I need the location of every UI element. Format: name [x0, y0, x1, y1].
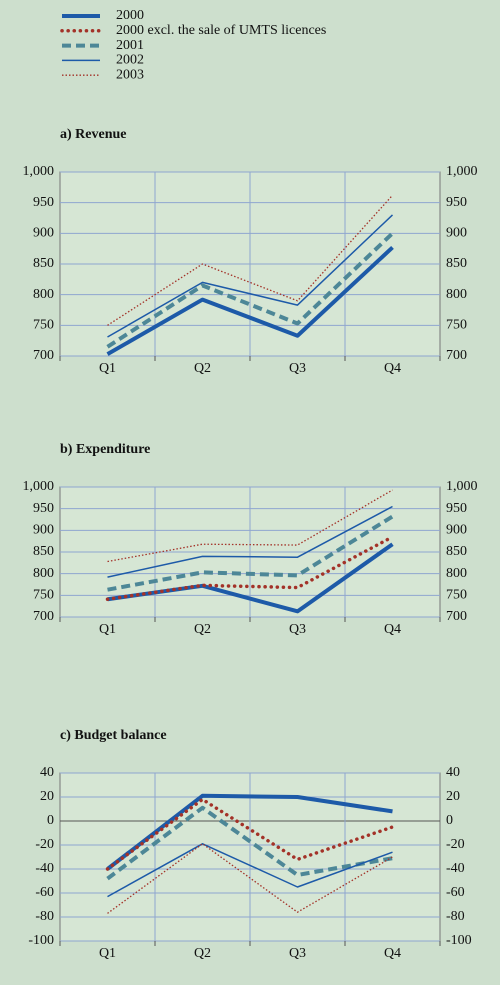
y-tick-label: -40 [35, 861, 54, 876]
y2-tick-label: 0 [446, 813, 453, 828]
x-tick-label: Q4 [384, 622, 401, 637]
y-tick-label: 950 [33, 195, 54, 210]
y-tick-label: -60 [35, 885, 54, 900]
legend-label: 2002 [116, 53, 144, 68]
y2-tick-label: -20 [446, 837, 465, 852]
x-tick-label: Q2 [194, 622, 211, 637]
chart-title: b) Expenditure [60, 442, 150, 457]
y2-tick-label: 750 [446, 588, 467, 603]
legend-label: 2003 [116, 67, 144, 82]
y-tick-label: -100 [28, 933, 54, 948]
y-tick-label: 800 [33, 287, 54, 302]
series-line [107, 843, 393, 914]
x-tick-label: Q4 [384, 946, 401, 961]
y-tick-label: 800 [33, 566, 54, 581]
x-tick-label: Q1 [99, 946, 116, 961]
y2-tick-label: 850 [446, 256, 467, 271]
x-tick-label: Q2 [194, 946, 211, 961]
legend-label: 2000 [116, 8, 144, 23]
y-tick-label: 20 [40, 789, 54, 804]
y2-tick-label: 1,000 [446, 479, 478, 494]
y2-tick-label: 20 [446, 789, 460, 804]
y2-tick-label: 700 [446, 609, 467, 624]
y2-tick-label: 750 [446, 318, 467, 333]
y2-tick-label: 900 [446, 226, 467, 241]
y-tick-label: 1,000 [23, 479, 55, 494]
y2-tick-label: 800 [446, 287, 467, 302]
series-line [106, 805, 393, 881]
y-tick-label: 700 [33, 348, 54, 363]
y2-tick-label: 850 [446, 544, 467, 559]
series-line [107, 843, 393, 898]
series-line [105, 535, 395, 601]
y2-tick-label: -60 [446, 885, 465, 900]
y-tick-label: 750 [33, 318, 54, 333]
series-line [107, 514, 394, 592]
y-tick-label: 750 [33, 588, 54, 603]
y2-tick-label: 700 [446, 348, 467, 363]
y2-tick-label: -80 [446, 909, 465, 924]
y2-tick-label: 40 [446, 765, 460, 780]
series-line [105, 797, 395, 871]
series-line [107, 214, 394, 338]
y-tick-label: 40 [40, 765, 54, 780]
series-line [107, 505, 393, 578]
y2-tick-label: -40 [446, 861, 465, 876]
x-tick-label: Q3 [289, 361, 306, 376]
y-tick-label: 950 [33, 501, 54, 516]
y2-tick-label: -100 [446, 933, 472, 948]
series-line [107, 489, 393, 563]
series-line [106, 231, 394, 349]
series-line [106, 245, 394, 356]
x-tick-label: Q1 [99, 361, 116, 376]
y-tick-label: 700 [33, 609, 54, 624]
y-tick-label: 900 [33, 523, 54, 538]
chart-title: a) Revenue [60, 127, 127, 142]
y-tick-label: -20 [35, 837, 54, 852]
x-tick-label: Q3 [289, 622, 306, 637]
chart-title: c) Budget balance [60, 728, 167, 743]
series-line [106, 793, 393, 871]
y-tick-label: 900 [33, 226, 54, 241]
y2-tick-label: 900 [446, 523, 467, 538]
y2-tick-label: 800 [446, 566, 467, 581]
x-tick-label: Q4 [384, 361, 401, 376]
x-tick-label: Q3 [289, 946, 306, 961]
y2-tick-label: 950 [446, 501, 467, 516]
legend-label: 2000 excl. the sale of UMTS licences [116, 23, 326, 38]
y-tick-label: -80 [35, 909, 54, 924]
x-tick-label: Q1 [99, 622, 116, 637]
legend-label: 2001 [116, 38, 144, 53]
y2-tick-label: 1,000 [446, 164, 478, 179]
x-tick-label: Q2 [194, 361, 211, 376]
y2-tick-label: 950 [446, 195, 467, 210]
y-tick-label: 1,000 [23, 164, 55, 179]
y-tick-label: 850 [33, 256, 54, 271]
series-line [107, 194, 393, 326]
y-tick-label: 0 [47, 813, 54, 828]
y-tick-label: 850 [33, 544, 54, 559]
